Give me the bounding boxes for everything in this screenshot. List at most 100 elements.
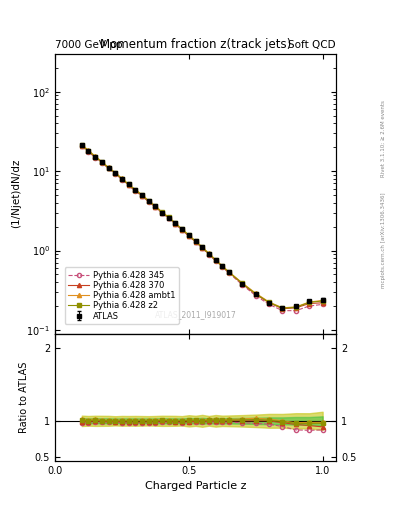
- Pythia 6.428 ambt1: [79, 142, 84, 148]
- Pythia 6.428 ambt1: [113, 169, 118, 176]
- Pythia 6.428 z2: [126, 181, 131, 187]
- Text: Soft QCD: Soft QCD: [288, 40, 336, 50]
- Pythia 6.428 370: [253, 291, 258, 297]
- Pythia 6.428 345: [173, 221, 178, 227]
- Text: 7000 GeV pp: 7000 GeV pp: [55, 40, 123, 50]
- Pythia 6.428 370: [173, 221, 178, 227]
- Pythia 6.428 345: [99, 160, 104, 166]
- Pythia 6.428 345: [280, 308, 285, 314]
- Pythia 6.428 ambt1: [200, 244, 205, 250]
- Pythia 6.428 z2: [166, 215, 171, 221]
- Text: ATLAS_2011_I919017: ATLAS_2011_I919017: [154, 311, 237, 319]
- Pythia 6.428 z2: [193, 238, 198, 244]
- Pythia 6.428 370: [160, 209, 164, 216]
- Pythia 6.428 370: [79, 143, 84, 149]
- Pythia 6.428 z2: [200, 244, 205, 250]
- Pythia 6.428 370: [227, 269, 231, 275]
- Pythia 6.428 z2: [146, 198, 151, 204]
- Pythia 6.428 ambt1: [106, 164, 111, 170]
- Pythia 6.428 z2: [160, 209, 164, 216]
- Legend: Pythia 6.428 345, Pythia 6.428 370, Pythia 6.428 ambt1, Pythia 6.428 z2, ATLAS: Pythia 6.428 345, Pythia 6.428 370, Pyth…: [65, 267, 179, 324]
- Pythia 6.428 345: [113, 170, 118, 177]
- Pythia 6.428 ambt1: [160, 209, 164, 215]
- Pythia 6.428 z2: [180, 226, 184, 232]
- Pythia 6.428 370: [113, 170, 118, 176]
- Pythia 6.428 345: [126, 182, 131, 188]
- Pythia 6.428 z2: [153, 203, 158, 209]
- Pythia 6.428 370: [320, 300, 325, 306]
- Line: Pythia 6.428 z2: Pythia 6.428 z2: [80, 143, 324, 310]
- Pythia 6.428 z2: [267, 300, 272, 306]
- Pythia 6.428 ambt1: [227, 269, 231, 275]
- Pythia 6.428 370: [294, 305, 298, 311]
- Pythia 6.428 345: [253, 293, 258, 299]
- Pythia 6.428 ambt1: [280, 305, 285, 311]
- Y-axis label: (1/Njet)dN/dz: (1/Njet)dN/dz: [11, 159, 21, 228]
- Pythia 6.428 z2: [220, 263, 225, 269]
- Pythia 6.428 ambt1: [99, 158, 104, 164]
- Pythia 6.428 345: [86, 148, 91, 155]
- Pythia 6.428 345: [193, 239, 198, 245]
- Pythia 6.428 345: [79, 143, 84, 150]
- Pythia 6.428 z2: [99, 159, 104, 165]
- Pythia 6.428 ambt1: [240, 280, 245, 286]
- Line: Pythia 6.428 ambt1: Pythia 6.428 ambt1: [80, 143, 325, 310]
- Text: Rivet 3.1.10; ≥ 2.6M events: Rivet 3.1.10; ≥ 2.6M events: [381, 100, 386, 177]
- Pythia 6.428 ambt1: [86, 147, 91, 153]
- Pythia 6.428 345: [186, 233, 191, 239]
- Pythia 6.428 ambt1: [186, 232, 191, 238]
- Pythia 6.428 370: [220, 263, 225, 269]
- Pythia 6.428 345: [160, 210, 164, 216]
- Pythia 6.428 370: [86, 148, 91, 154]
- Pythia 6.428 345: [119, 177, 124, 183]
- Pythia 6.428 z2: [213, 257, 218, 263]
- Pythia 6.428 z2: [119, 176, 124, 182]
- Pythia 6.428 345: [320, 301, 325, 307]
- Pythia 6.428 z2: [86, 148, 91, 154]
- Pythia 6.428 345: [294, 308, 298, 314]
- Pythia 6.428 345: [180, 227, 184, 233]
- Pythia 6.428 ambt1: [173, 220, 178, 226]
- Pythia 6.428 ambt1: [126, 181, 131, 187]
- Pythia 6.428 ambt1: [93, 153, 97, 159]
- Pythia 6.428 ambt1: [166, 214, 171, 220]
- Pythia 6.428 345: [106, 165, 111, 172]
- Pythia 6.428 z2: [140, 192, 144, 198]
- Pythia 6.428 ambt1: [307, 299, 312, 305]
- Line: Pythia 6.428 345: Pythia 6.428 345: [80, 144, 325, 313]
- Pythia 6.428 z2: [207, 251, 211, 257]
- Pythia 6.428 345: [146, 199, 151, 205]
- Pythia 6.428 345: [307, 303, 312, 309]
- Pythia 6.428 370: [186, 233, 191, 239]
- Pythia 6.428 ambt1: [140, 191, 144, 198]
- Pythia 6.428 z2: [253, 291, 258, 297]
- Pythia 6.428 z2: [79, 142, 84, 148]
- Pythia 6.428 z2: [280, 305, 285, 311]
- Pythia 6.428 370: [153, 204, 158, 210]
- Pythia 6.428 345: [240, 282, 245, 288]
- Text: mcplots.cern.ch [arXiv:1306.3436]: mcplots.cern.ch [arXiv:1306.3436]: [381, 193, 386, 288]
- Pythia 6.428 ambt1: [294, 304, 298, 310]
- Pythia 6.428 345: [207, 251, 211, 258]
- Pythia 6.428 345: [133, 188, 138, 194]
- Pythia 6.428 ambt1: [320, 297, 325, 304]
- Pythia 6.428 370: [280, 306, 285, 312]
- Pythia 6.428 ambt1: [207, 250, 211, 257]
- Pythia 6.428 345: [267, 301, 272, 307]
- Pythia 6.428 ambt1: [267, 299, 272, 305]
- Pythia 6.428 345: [200, 245, 205, 251]
- Pythia 6.428 370: [93, 154, 97, 160]
- Pythia 6.428 370: [166, 215, 171, 221]
- Pythia 6.428 ambt1: [153, 203, 158, 209]
- Pythia 6.428 345: [220, 264, 225, 270]
- Pythia 6.428 ambt1: [180, 226, 184, 232]
- Pythia 6.428 z2: [106, 165, 111, 171]
- Pythia 6.428 370: [140, 193, 144, 199]
- Pythia 6.428 345: [166, 215, 171, 221]
- Pythia 6.428 ambt1: [213, 257, 218, 263]
- Pythia 6.428 345: [140, 193, 144, 199]
- Y-axis label: Ratio to ATLAS: Ratio to ATLAS: [19, 361, 29, 433]
- Pythia 6.428 z2: [307, 300, 312, 306]
- Pythia 6.428 ambt1: [133, 186, 138, 193]
- Pythia 6.428 370: [267, 300, 272, 306]
